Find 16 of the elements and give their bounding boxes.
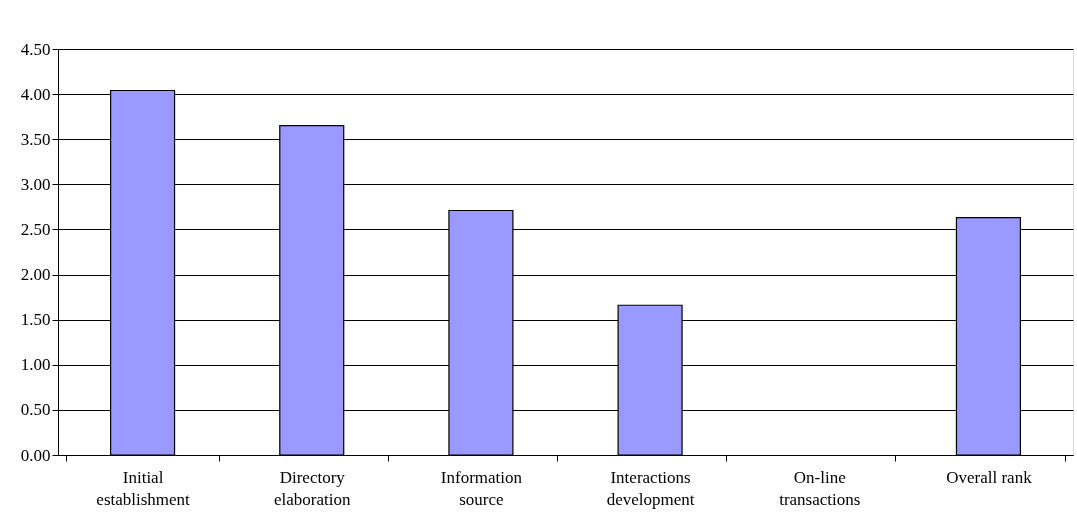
y-tick-label: 2.00 <box>20 265 51 285</box>
y-tick-label: 0.50 <box>20 400 51 420</box>
y-tick-label: 3.00 <box>20 174 51 194</box>
x-tick-label: On-line transactions <box>779 467 861 509</box>
y-tick-label: 3.50 <box>20 129 51 149</box>
x-tick-label: Information source <box>440 467 523 509</box>
y-tick-label: 2.50 <box>20 219 51 239</box>
y-tick-label: 0.00 <box>20 445 51 465</box>
y-tick-label: 1.00 <box>20 355 51 375</box>
y-tick-label: 1.50 <box>20 310 51 330</box>
x-tick-label: Initial establishment <box>96 467 191 509</box>
x-tick-label: Directory elaboration <box>274 467 351 509</box>
x-tick-label: Interactions development <box>606 467 695 509</box>
y-tick-label: 4.00 <box>20 84 51 104</box>
y-tick-label: 4.50 <box>20 39 51 59</box>
x-tick-label: Overall rank <box>946 467 1033 487</box>
